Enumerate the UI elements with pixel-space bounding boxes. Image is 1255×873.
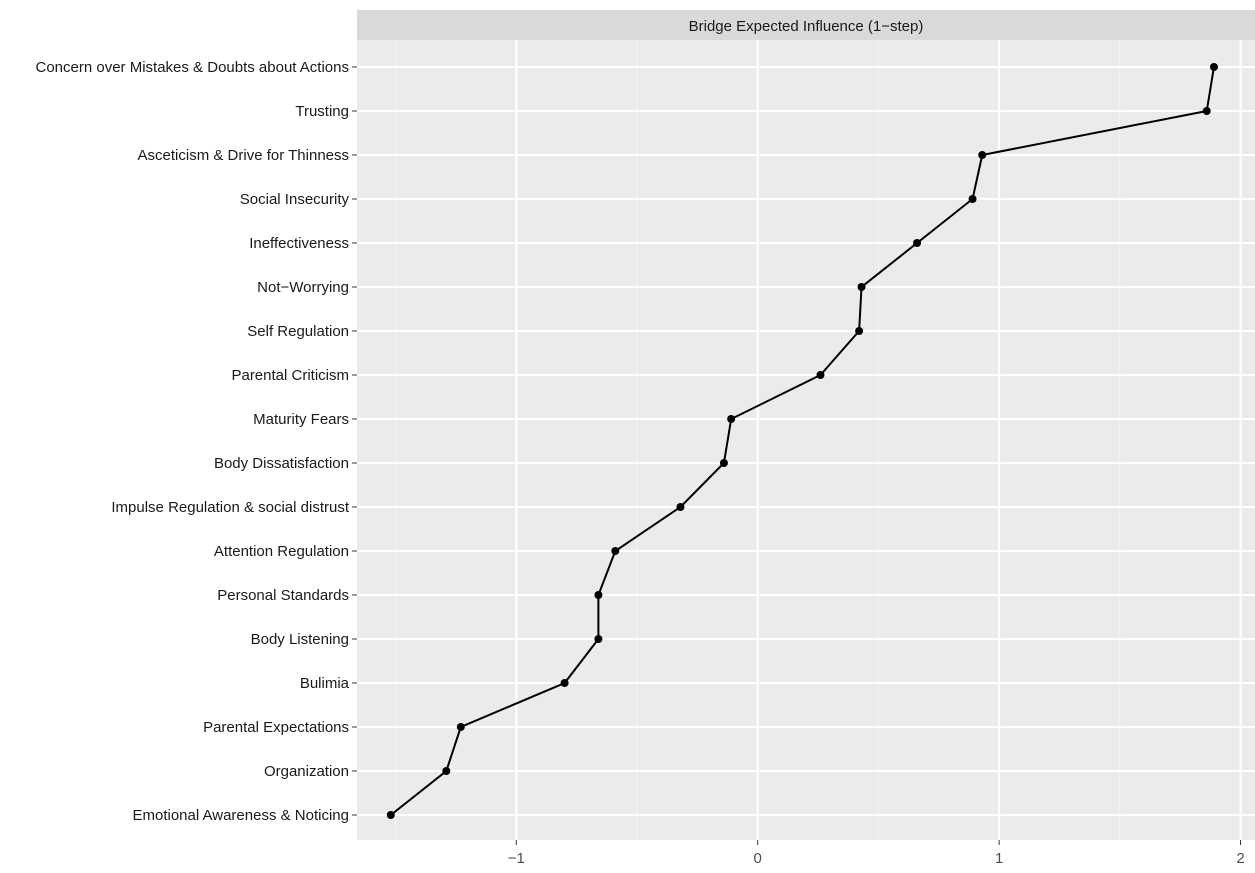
data-point xyxy=(594,591,603,599)
series xyxy=(386,63,1218,819)
series-line xyxy=(390,66,1215,816)
y-tick-label: Organization xyxy=(264,763,349,780)
data-point xyxy=(719,459,728,467)
y-tick-label: Parental Expectations xyxy=(203,719,349,736)
x-tick-label: 2 xyxy=(1236,850,1244,867)
data-point xyxy=(594,635,603,643)
y-tick-label: Parental Criticism xyxy=(231,367,349,384)
data-point xyxy=(978,151,987,159)
y-tick-label: Attention Regulation xyxy=(214,543,349,560)
facet-strip xyxy=(357,10,1255,40)
y-tick-label: Not−Worrying xyxy=(257,279,349,296)
y-tick-label: Body Listening xyxy=(251,631,349,648)
data-point xyxy=(386,811,395,819)
x-axis: −1 0 1 2 xyxy=(508,840,1245,867)
x-tick-label: 1 xyxy=(995,850,1003,867)
y-tick-label: Trusting xyxy=(295,103,349,120)
data-point xyxy=(727,415,736,423)
data-point xyxy=(676,503,685,511)
data-point xyxy=(456,723,465,731)
y-tick-label: Maturity Fears xyxy=(253,411,349,428)
y-tick-label: Self Regulation xyxy=(247,323,349,340)
y-tick-label: Impulse Regulation & social distrust xyxy=(111,499,349,516)
data-point xyxy=(857,283,866,291)
grid-major xyxy=(357,40,1255,840)
grid-minor xyxy=(395,40,1121,840)
y-tick-label: Body Dissatisfaction xyxy=(214,455,349,472)
y-tick-label: Personal Standards xyxy=(217,587,349,604)
x-tick-label: 0 xyxy=(754,850,762,867)
y-tick-label: Ineffectiveness xyxy=(249,235,349,252)
facet-title: Bridge Expected Influence (1−step) xyxy=(689,18,924,35)
y-axis: Concern over Mistakes & Doubts about Act… xyxy=(36,59,357,824)
data-point xyxy=(442,767,451,775)
data-point xyxy=(560,679,569,687)
y-tick-label: Social Insecurity xyxy=(240,191,350,208)
y-tick-label: Bulimia xyxy=(300,675,350,692)
y-tick-label: Concern over Mistakes & Doubts about Act… xyxy=(36,59,350,76)
x-tick-label: −1 xyxy=(508,850,525,867)
y-tick-label: Emotional Awareness & Noticing xyxy=(132,807,349,824)
y-tick-label: Asceticism & Drive for Thinness xyxy=(138,147,349,164)
data-point xyxy=(1202,107,1211,115)
data-point xyxy=(913,239,922,247)
data-point xyxy=(816,371,825,379)
data-point xyxy=(611,547,620,555)
data-point xyxy=(1209,63,1218,71)
data-point xyxy=(968,195,977,203)
data-point xyxy=(855,327,864,335)
